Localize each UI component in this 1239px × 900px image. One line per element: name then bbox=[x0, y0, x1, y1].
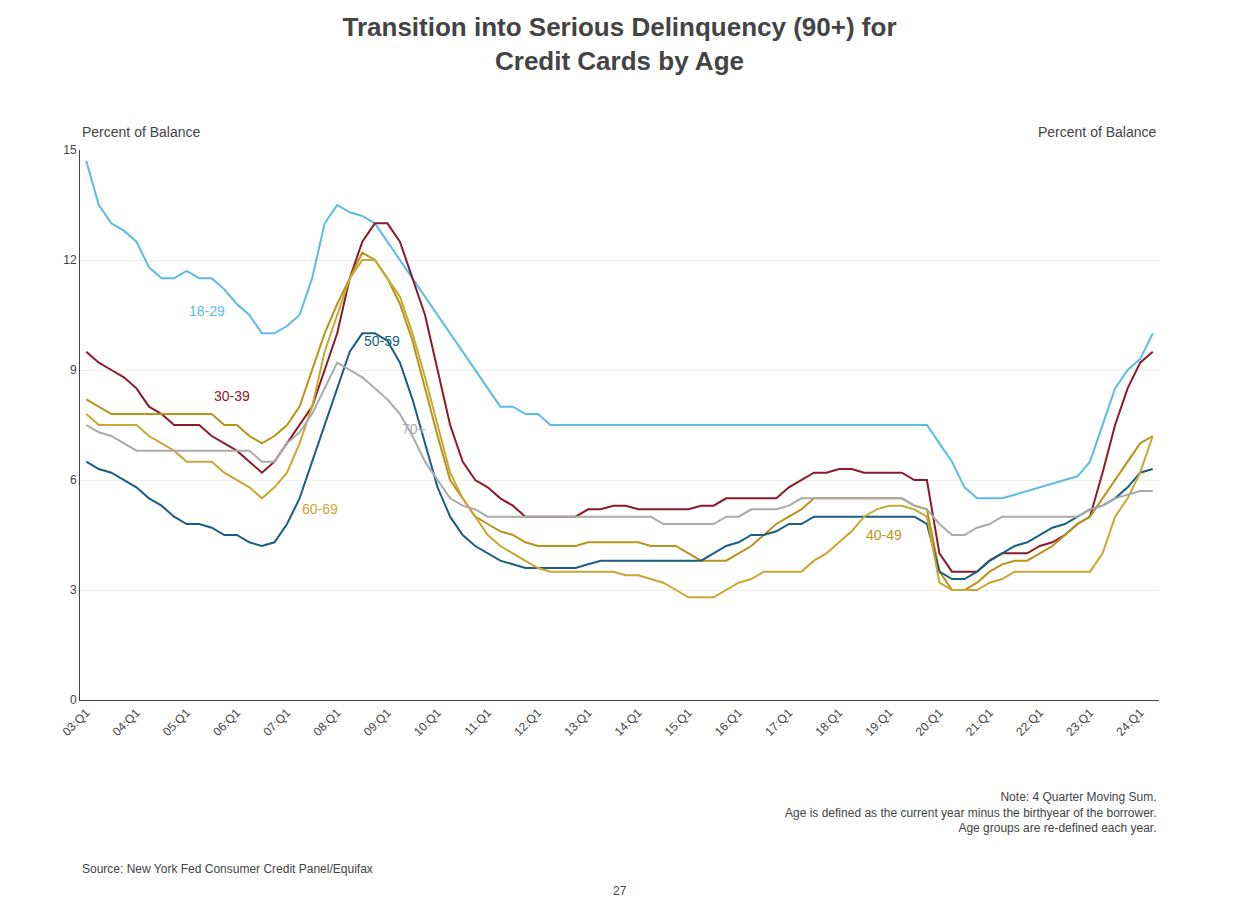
svg-text:60-69: 60-69 bbox=[302, 501, 338, 517]
svg-text:20:Q1: 20:Q1 bbox=[913, 706, 946, 739]
svg-text:27: 27 bbox=[613, 884, 627, 898]
svg-text:08:Q1: 08:Q1 bbox=[311, 706, 344, 739]
svg-text:6: 6 bbox=[70, 473, 77, 487]
svg-text:03:Q1: 03:Q1 bbox=[60, 706, 93, 739]
svg-text:40-49: 40-49 bbox=[866, 527, 902, 543]
svg-text:9: 9 bbox=[70, 363, 77, 377]
svg-text:18:Q1: 18:Q1 bbox=[812, 706, 845, 739]
svg-text:0: 0 bbox=[70, 693, 77, 707]
svg-text:07:Q1: 07:Q1 bbox=[260, 706, 293, 739]
svg-text:11:Q1: 11:Q1 bbox=[462, 706, 495, 739]
svg-text:Note: 4 Quarter Moving Sum.Age: Note: 4 Quarter Moving Sum.Age is define… bbox=[785, 790, 1157, 835]
svg-text:12:Q1: 12:Q1 bbox=[511, 706, 544, 739]
svg-text:15:Q1: 15:Q1 bbox=[662, 706, 695, 739]
svg-text:30-39: 30-39 bbox=[214, 388, 250, 404]
svg-text:16:Q1: 16:Q1 bbox=[712, 706, 745, 739]
svg-text:04:Q1: 04:Q1 bbox=[110, 706, 143, 739]
svg-text:24:Q1: 24:Q1 bbox=[1114, 706, 1147, 739]
svg-text:17:Q1: 17:Q1 bbox=[762, 706, 795, 739]
svg-text:3: 3 bbox=[70, 583, 77, 597]
svg-text:13:Q1: 13:Q1 bbox=[561, 706, 594, 739]
svg-text:50-59: 50-59 bbox=[364, 333, 400, 349]
svg-text:21:Q1: 21:Q1 bbox=[963, 706, 996, 739]
svg-text:18-29: 18-29 bbox=[189, 303, 225, 319]
svg-text:06:Q1: 06:Q1 bbox=[210, 706, 243, 739]
svg-text:19:Q1: 19:Q1 bbox=[863, 706, 896, 739]
svg-text:05:Q1: 05:Q1 bbox=[160, 706, 193, 739]
svg-text:10:Q1: 10:Q1 bbox=[411, 706, 444, 739]
svg-text:Source: New York Fed Consumer: Source: New York Fed Consumer Credit Pan… bbox=[82, 862, 373, 876]
svg-text:09:Q1: 09:Q1 bbox=[361, 706, 394, 739]
svg-text:Percent of Balance: Percent of Balance bbox=[82, 124, 201, 140]
svg-text:23:Q1: 23:Q1 bbox=[1063, 706, 1096, 739]
svg-text:14:Q1: 14:Q1 bbox=[612, 706, 645, 739]
svg-text:15: 15 bbox=[63, 143, 77, 157]
svg-text:12: 12 bbox=[63, 253, 77, 267]
svg-text:Percent of Balance: Percent of Balance bbox=[1038, 124, 1157, 140]
svg-text:Transition into Serious Delinq: Transition into Serious Delinquency (90+… bbox=[342, 12, 896, 76]
svg-text:70+: 70+ bbox=[402, 421, 426, 437]
svg-text:22:Q1: 22:Q1 bbox=[1013, 706, 1046, 739]
